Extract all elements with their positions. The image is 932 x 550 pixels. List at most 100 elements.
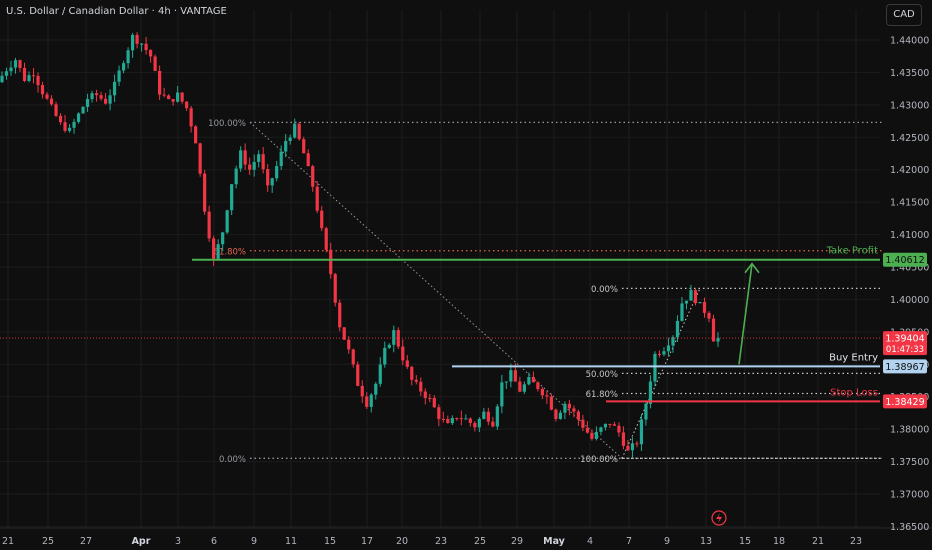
candle-body — [22, 67, 27, 81]
x-tick-label: 29 — [511, 536, 523, 547]
candle-body — [284, 140, 288, 152]
buy-entry-price-bg — [883, 359, 927, 374]
candle-body — [464, 418, 468, 420]
x-tick-label: 4 — [587, 536, 593, 547]
candle-body — [707, 312, 711, 319]
candle-body — [266, 169, 270, 186]
candle-body — [162, 94, 166, 96]
candle-body — [18, 60, 22, 68]
candle-body — [365, 396, 369, 407]
candle-body — [239, 150, 243, 169]
candle-body — [585, 427, 590, 433]
candle-body — [144, 43, 148, 51]
x-tick-label: 13 — [700, 536, 712, 547]
candle-body — [67, 127, 72, 131]
currency-button[interactable]: CAD — [886, 4, 922, 26]
candle-body — [675, 320, 680, 338]
candle-body — [243, 150, 247, 165]
fib-levels: 100.00% 61.80% 0.00% 0.00% 50.00% 61.80% 100.0… — [208, 119, 882, 465]
candle-body — [378, 364, 382, 384]
x-tick-label: 3 — [175, 536, 181, 547]
projection-arrow — [738, 263, 753, 365]
x-tick-label: 9 — [664, 536, 670, 547]
candle-body — [518, 381, 522, 392]
y-tick-label: 1.40000 — [890, 295, 929, 306]
candle-body — [468, 418, 472, 423]
x-tick-label: 18 — [773, 536, 785, 547]
candle-body — [185, 101, 189, 109]
x-tick-label: 15 — [739, 536, 751, 547]
candle-body — [567, 403, 571, 409]
candle-body — [666, 345, 671, 352]
candle-body — [4, 71, 9, 76]
y-tick-label: 1.40500 — [890, 263, 929, 274]
candle-body — [351, 349, 355, 365]
candle-body — [27, 75, 31, 81]
candle-body — [504, 381, 508, 383]
candle-body — [693, 290, 698, 304]
take-profit-price-bg — [883, 252, 927, 267]
x-tick-label: 27 — [80, 536, 92, 547]
candle-body — [711, 318, 716, 342]
candle-body — [684, 300, 689, 304]
lightning-icon-bolt — [716, 513, 722, 523]
x-tick-label: 15 — [324, 536, 336, 547]
candle-body — [342, 327, 346, 340]
candle-body — [40, 85, 45, 95]
candle-body — [94, 93, 99, 96]
candle-body — [477, 418, 481, 428]
candle-body — [576, 411, 581, 420]
x-tick-label: 21 — [2, 536, 14, 547]
candle-body — [257, 154, 261, 162]
candle-body — [509, 370, 513, 382]
projection-arrowhead — [744, 262, 760, 274]
candle-body — [495, 406, 499, 427]
candle-body — [482, 411, 486, 419]
candle-body — [207, 211, 211, 239]
y-tick-label: 1.43500 — [890, 68, 929, 79]
x-tick-label: 7 — [626, 536, 632, 547]
candle-body — [689, 290, 693, 301]
candle-body — [428, 398, 432, 400]
candle-body — [401, 346, 405, 361]
candle-body — [617, 425, 621, 433]
candle-body — [203, 173, 207, 212]
candle-body — [419, 381, 423, 392]
y-tick-label: 1.43000 — [890, 100, 929, 111]
candle-body — [171, 99, 175, 102]
candle-body — [545, 395, 549, 397]
candle-body — [450, 418, 454, 424]
candle-body — [99, 95, 103, 99]
candle-body — [212, 238, 216, 259]
time-axis[interactable]: 21 25 27 Apr 3 6 9 11 15 17 20 23 25 29 May 4 7 9 13 15 18 21… — [2, 536, 862, 547]
candle-body — [540, 388, 544, 396]
candle-body — [603, 423, 608, 428]
candle-body — [45, 94, 49, 99]
candle-body — [621, 432, 626, 446]
candle-body — [121, 63, 126, 71]
candle-body — [198, 143, 202, 174]
candle-body — [189, 108, 193, 127]
x-tick-label: 25 — [42, 536, 54, 547]
candle-body — [306, 153, 310, 167]
candle-body — [117, 70, 121, 82]
candle-body — [455, 418, 459, 420]
trade-overlays: Take Profit Buy Entry Stop Loss — [0, 246, 880, 526]
candle-body — [527, 377, 531, 385]
lightning-icon[interactable] — [711, 510, 727, 526]
candle-body — [31, 75, 36, 77]
candle-body — [72, 121, 76, 128]
candle-body — [572, 408, 576, 412]
candle-body — [396, 330, 400, 347]
y-tick-label: 1.41500 — [890, 198, 929, 209]
candle-body — [338, 302, 342, 328]
last-price-bg — [883, 331, 927, 356]
x-tick-label: 11 — [285, 536, 297, 547]
symbol-title[interactable]: U.S. Dollar / Canadian Dollar · 4h · VAN… — [6, 6, 227, 17]
x-tick-label: 23 — [850, 536, 862, 547]
candle-body — [180, 92, 184, 102]
stop-loss-price: 1.38429 — [885, 397, 924, 408]
candle-body — [387, 344, 391, 348]
